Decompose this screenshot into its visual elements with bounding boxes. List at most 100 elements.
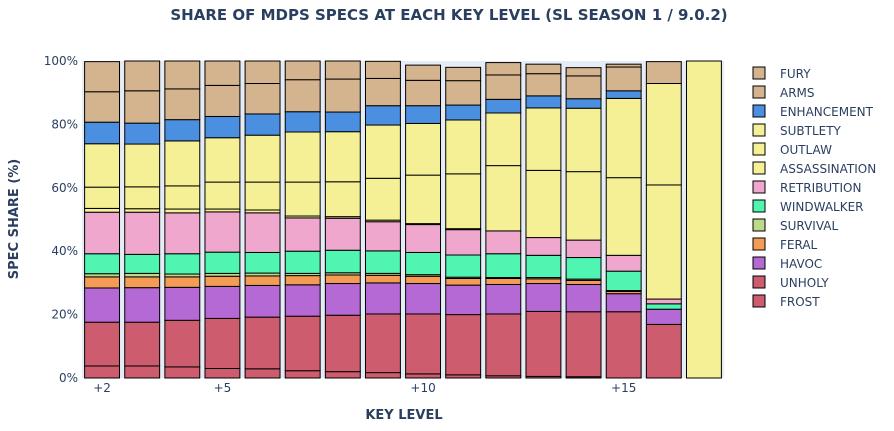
bar-segment-outlaw — [645, 184, 682, 300]
bar-segment-fury — [364, 60, 401, 79]
legend-item-havoc[interactable]: HAVOC — [752, 256, 822, 271]
bar-segment-windwalker — [405, 251, 442, 276]
bar-segment-subtlety — [124, 143, 161, 188]
legend-label: OUTLAW — [780, 143, 832, 157]
bar-segment-retribution — [164, 212, 201, 255]
bar-segment-havoc — [244, 284, 281, 318]
chart-title: SHARE OF MDPS SPECS AT EACH KEY LEVEL (S… — [170, 6, 727, 24]
y-tick-label: 40% — [51, 244, 78, 258]
legend-label: SURVIVAL — [780, 219, 838, 233]
legend-item-assassination[interactable]: ASSASSINATION — [752, 161, 876, 176]
legend-label: HAVOC — [780, 257, 822, 271]
bar-segment-outlaw — [364, 177, 401, 221]
bar-segment-frost — [164, 319, 201, 368]
legend-label: FERAL — [780, 238, 818, 252]
bar-segment-enhancement — [364, 105, 401, 126]
legend-swatch — [752, 275, 766, 289]
bar-segment-subtlety — [525, 107, 562, 171]
x-tick-label: +2 — [93, 381, 111, 395]
legend-item-outlaw[interactable]: OUTLAW — [752, 142, 832, 157]
legend-item-subtlety[interactable]: SUBTLETY — [752, 123, 842, 138]
bar-segment-windwalker — [324, 249, 361, 274]
bar-segment-feral — [124, 276, 161, 289]
bar-segment-subtlety — [485, 112, 522, 167]
bar-segment-frost — [565, 311, 602, 378]
legend-item-arms[interactable]: ARMS — [752, 85, 815, 100]
legend-item-feral[interactable]: FERAL — [752, 237, 818, 252]
bar-segment-windwalker — [605, 270, 642, 292]
bar-segment-arms — [124, 90, 161, 124]
bar-segment-subtlety — [164, 140, 201, 187]
bar-segment-arms — [605, 66, 642, 92]
bar-segment-windwalker — [204, 251, 241, 274]
bar-segment-enhancement — [84, 121, 121, 145]
bar-segment-outlaw — [685, 60, 722, 379]
legend-swatch — [752, 237, 766, 251]
bar-segment-feral — [324, 274, 361, 285]
legend-swatch — [752, 256, 766, 270]
bar-segment-havoc — [324, 283, 361, 316]
y-tick-label: 0% — [59, 371, 78, 385]
bar-segment-windwalker — [525, 254, 562, 279]
legend-item-unholy[interactable]: UNHOLY — [752, 275, 829, 290]
legend-item-enhancement[interactable]: ENHANCEMENT — [752, 104, 874, 119]
bar-segment-frost — [645, 323, 682, 379]
bar-segment-frost — [124, 365, 161, 379]
bar-segment-frost — [284, 315, 321, 372]
bar-segment-havoc — [164, 286, 201, 321]
bar-segment-assassination — [84, 207, 121, 213]
bar-segment-havoc — [84, 287, 121, 323]
bar-segment-enhancement — [485, 98, 522, 114]
bar-segment-fury — [405, 64, 442, 81]
bar-segment-frost — [204, 367, 241, 379]
bar-segment-subtlety — [284, 131, 321, 183]
bar-segment-retribution — [124, 211, 161, 255]
legend-label: FROST — [780, 295, 820, 309]
legend-swatch — [752, 180, 766, 194]
bar-segment-enhancement — [525, 95, 562, 109]
bar-segment-outlaw — [124, 186, 161, 210]
bar-segment-retribution — [445, 229, 482, 256]
legend-swatch — [752, 104, 766, 118]
bar-segment-subtlety — [244, 134, 281, 183]
bar-segment-fury — [445, 66, 482, 82]
bar-segment-fury — [645, 61, 682, 85]
bar-segment-frost — [164, 366, 201, 379]
bar-segment-fury — [485, 62, 522, 76]
bar-segment-enhancement — [284, 111, 321, 133]
bar-segment-feral — [445, 277, 482, 286]
bar-segment-havoc — [204, 285, 241, 319]
bar-segment-fury — [84, 61, 121, 93]
bar-segment-subtlety — [204, 137, 241, 183]
bar-segment-havoc — [605, 293, 642, 313]
legend-swatch — [752, 294, 766, 308]
bar-segment-retribution — [204, 211, 241, 253]
bar-segment-havoc — [485, 283, 522, 315]
legend-item-fury[interactable]: FURY — [752, 66, 811, 81]
legend-swatch — [752, 161, 766, 175]
bar-segment-windwalker — [244, 251, 281, 274]
bar-segment-frost — [324, 371, 361, 379]
legend-item-windwalker[interactable]: WINDWALKER — [752, 199, 864, 214]
bar-segment-windwalker — [124, 253, 161, 274]
bar-segment-enhancement — [124, 122, 161, 145]
bar-segment-arms — [485, 74, 522, 100]
legend-label: FURY — [780, 67, 811, 81]
x-tick-label: +5 — [214, 381, 232, 395]
legend-item-frost[interactable]: FROST — [752, 294, 820, 309]
bar-segment-frost — [244, 368, 281, 379]
bar-segment-fury — [244, 60, 281, 85]
bar-segment-feral — [284, 275, 321, 286]
bar-segment-arms — [525, 73, 562, 97]
bar-segment-fury — [324, 60, 361, 80]
x-tick-label: +15 — [611, 381, 636, 395]
legend-item-retribution[interactable]: RETRIBUTION — [752, 180, 861, 195]
bar-segment-arms — [284, 79, 321, 113]
bar-segment-subtlety — [324, 131, 361, 183]
bar-segment-havoc — [645, 308, 682, 325]
legend-item-survival[interactable]: SURVIVAL — [752, 218, 838, 233]
bar-segment-fury — [605, 63, 642, 68]
bar-segment-enhancement — [164, 119, 201, 142]
bar-segment-frost — [364, 372, 401, 379]
